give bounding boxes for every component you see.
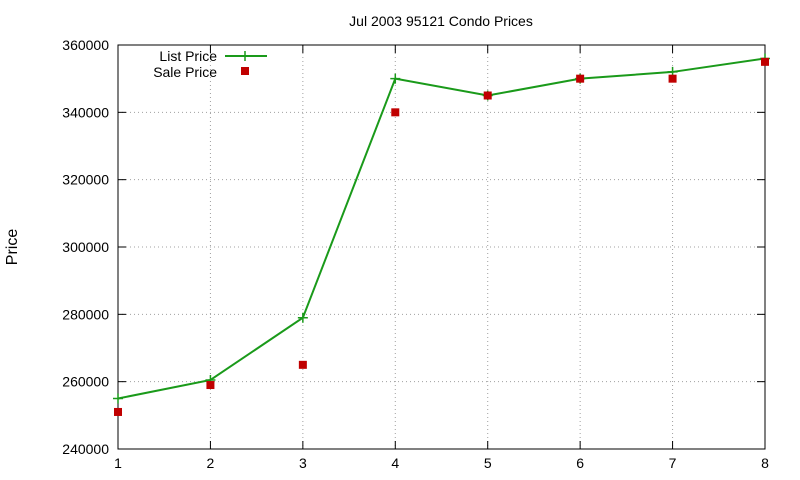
sale-price-point	[391, 108, 400, 117]
x-tick-label: 6	[576, 455, 584, 471]
legend-marker-sale-price	[241, 67, 249, 75]
sale-price-point	[668, 74, 677, 83]
y-tick-label: 360000	[62, 37, 109, 53]
list-price-point	[390, 73, 401, 84]
series-layer	[113, 53, 770, 416]
y-tick-label: 320000	[62, 172, 109, 188]
y-tick-label: 300000	[62, 239, 109, 255]
sale-price-point	[114, 407, 122, 416]
sale-price-point	[206, 381, 215, 390]
x-tick-label: 8	[761, 455, 769, 471]
tick-layer: 240000 260000 280000 300000 320000 340000 3600…	[62, 37, 769, 471]
y-tick-label: 340000	[62, 104, 109, 120]
x-tick-label: 7	[669, 455, 677, 471]
legend-marker-list-price	[240, 51, 250, 61]
sale-price-point	[298, 360, 307, 369]
legend-label-list-price: List Price	[159, 48, 217, 64]
legend: List Price Sale Price	[153, 48, 267, 80]
sale-price-point	[483, 91, 492, 100]
list-price-point	[113, 393, 123, 404]
x-tick-label: 2	[207, 455, 215, 471]
y-tick-label: 260000	[62, 374, 109, 390]
legend-label-sale-price: Sale Price	[153, 64, 217, 80]
x-tick-label: 3	[299, 455, 307, 471]
x-tick-label: 1	[114, 455, 122, 471]
plot-frame	[117, 44, 766, 450]
list-price-point	[297, 312, 308, 323]
grid-layer	[118, 45, 765, 449]
sale-price-point	[761, 57, 769, 66]
y-axis-label: Price	[4, 229, 21, 266]
x-tick-label: 5	[484, 455, 492, 471]
y-tick-label: 280000	[62, 306, 109, 322]
list-price-line	[117, 57, 766, 400]
chart-title: Jul 2003 95121 Condo Prices	[349, 13, 533, 29]
y-tick-label: 240000	[62, 441, 109, 457]
sale-price-point	[576, 74, 585, 83]
x-tick-label: 4	[391, 455, 399, 471]
